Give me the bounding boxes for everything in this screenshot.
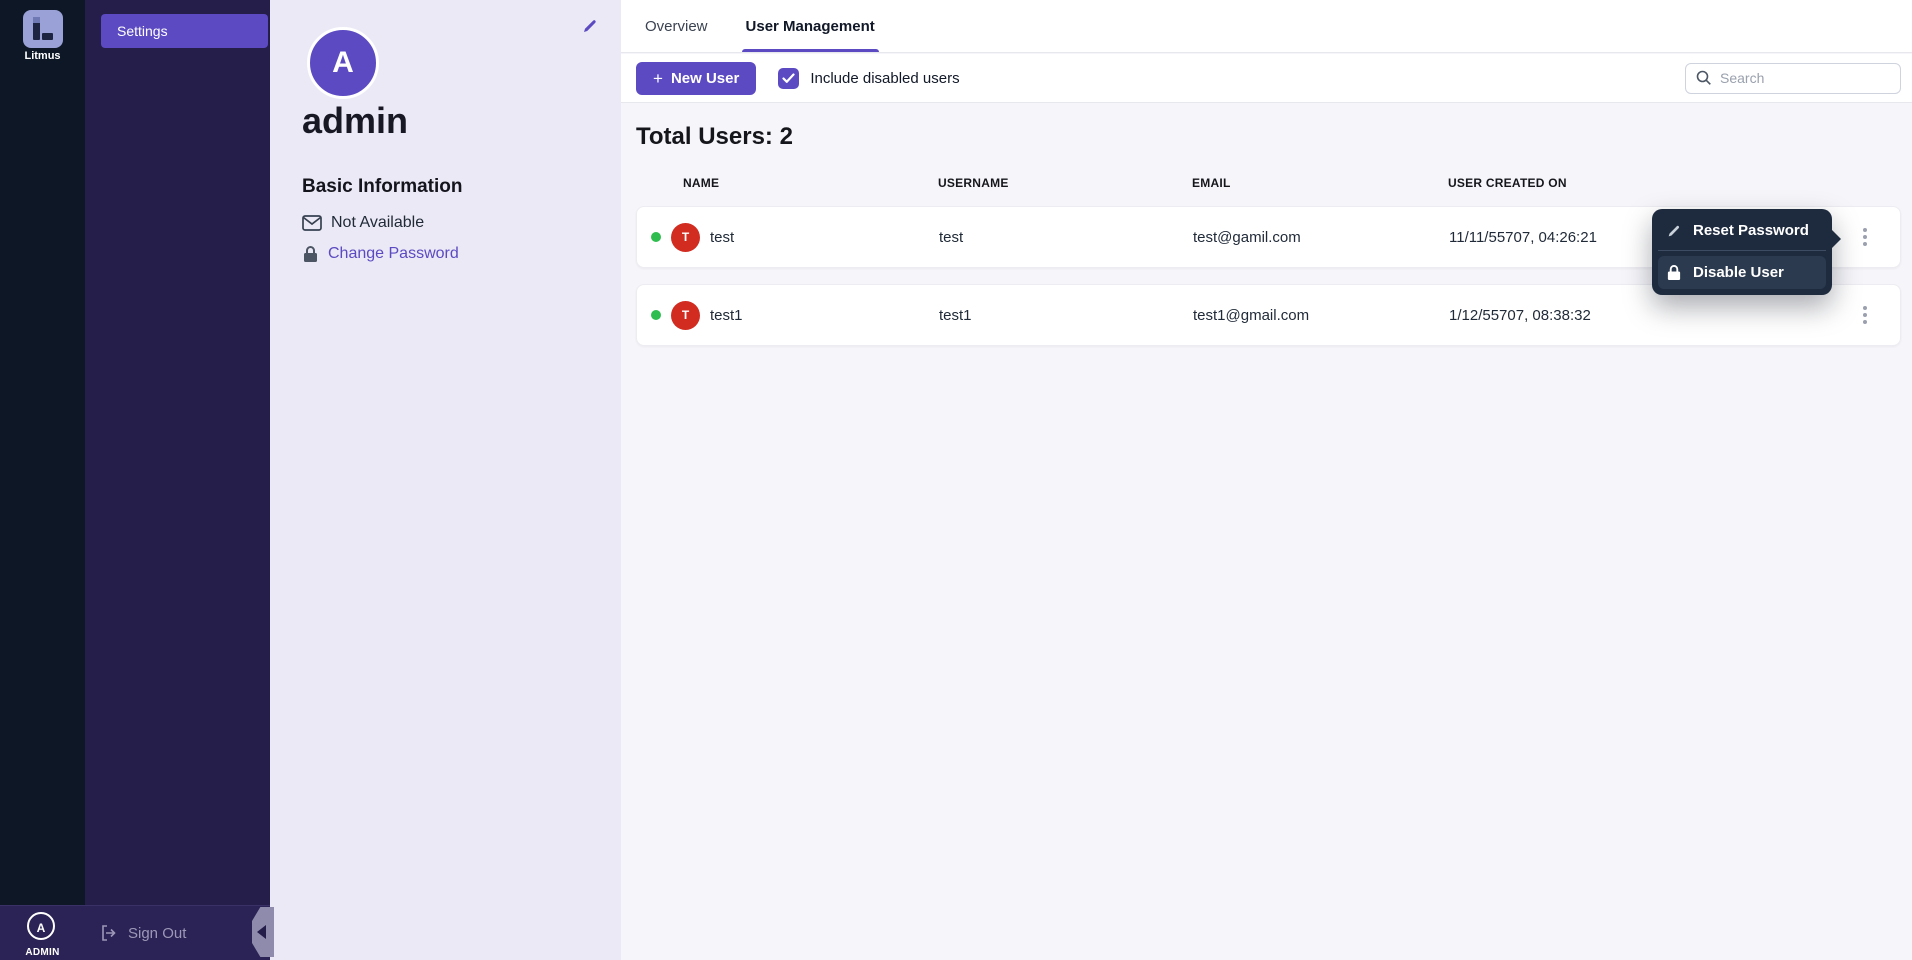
checkbox-checked-icon — [778, 67, 800, 89]
search-icon — [1696, 70, 1711, 85]
menu-item-disable-user[interactable]: Disable User — [1658, 256, 1826, 289]
search-box — [1685, 62, 1901, 94]
new-user-button[interactable]: + New User — [636, 61, 757, 95]
main-area: Overview User Management + New User Incl… — [621, 0, 1912, 960]
row-actions-kebab-icon[interactable] — [1852, 300, 1878, 330]
profile-avatar: A — [307, 27, 379, 99]
tab-overview[interactable]: Overview — [645, 17, 708, 35]
email-cell: test1@gmail.com — [1193, 306, 1310, 324]
user-name-cell: test1 — [710, 306, 743, 324]
plus-icon: + — [653, 68, 663, 88]
change-password-link[interactable]: Change Password — [302, 245, 459, 263]
menu-arrow — [1831, 229, 1841, 249]
user-avatar: T — [671, 222, 700, 252]
settings-sidebar: Settings — [85, 0, 270, 960]
total-users-heading: Total Users: 2 — [636, 123, 793, 150]
user-toolbar: + New User Include disabled users — [621, 54, 1912, 103]
profile-username: admin — [302, 100, 409, 141]
change-password-label: Change Password — [328, 245, 459, 262]
created-on-cell: 11/11/55707, 04:26:21 — [1449, 228, 1597, 246]
menu-item-reset-password[interactable]: Reset Password — [1652, 209, 1832, 250]
column-header-username: USERNAME — [938, 176, 1009, 190]
bottom-user-bar: A ADMIN Sign Out — [0, 905, 270, 960]
admin-role-label: ADMIN — [25, 947, 60, 958]
row-actions-menu: Reset Password Disable User — [1652, 209, 1841, 295]
status-active-dot — [651, 310, 661, 320]
column-header-email: EMAIL — [1192, 176, 1231, 190]
sign-out-icon — [102, 925, 116, 941]
email-value: Not Available — [331, 214, 425, 231]
created-on-cell: 1/12/55707, 08:38:32 — [1449, 306, 1591, 324]
basic-information-heading: Basic Information — [302, 176, 463, 197]
litmus-logo-icon[interactable] — [23, 10, 63, 48]
active-tab-underline — [741, 49, 879, 52]
admin-avatar[interactable]: A — [27, 912, 55, 940]
status-active-dot — [651, 232, 661, 242]
profile-panel: A admin Basic Information Not Available … — [270, 0, 621, 960]
user-name-cell: test — [710, 228, 735, 246]
mail-icon — [302, 215, 322, 231]
icon-rail: Litmus — [0, 0, 85, 960]
user-avatar: T — [671, 300, 700, 330]
email-info-row: Not Available — [302, 214, 424, 232]
email-cell: test@gamil.com — [1193, 228, 1301, 246]
tab-bar: Overview User Management — [621, 0, 1912, 53]
username-cell: test — [939, 228, 964, 246]
table-header-row: NAME USERNAME EMAIL USER CREATED ON — [636, 176, 1901, 190]
tab-user-management[interactable]: User Management — [741, 0, 879, 52]
lock-icon — [1667, 265, 1681, 281]
lock-icon — [304, 246, 317, 262]
sign-out-button[interactable]: Sign Out — [100, 906, 186, 960]
edit-profile-pencil-icon[interactable] — [581, 17, 599, 35]
column-header-name: NAME — [683, 176, 720, 190]
user-table-section: Total Users: 2 NAME USERNAME EMAIL USER … — [621, 103, 1912, 346]
column-header-created: USER CREATED ON — [1448, 176, 1567, 190]
sidebar-collapse-handle[interactable] — [252, 907, 274, 957]
new-user-label: New User — [670, 69, 740, 87]
search-input[interactable] — [1720, 70, 1880, 86]
menu-divider — [1658, 250, 1826, 251]
include-disabled-checkbox[interactable]: Include disabled users — [778, 67, 960, 89]
sidebar-item-settings[interactable]: Settings — [101, 14, 268, 48]
chevron-left-icon — [257, 925, 266, 939]
row-actions-kebab-icon[interactable] — [1852, 222, 1878, 252]
pencil-icon — [1668, 225, 1680, 236]
include-disabled-label: Include disabled users — [810, 69, 960, 87]
username-cell: test1 — [939, 306, 972, 324]
sign-out-label: Sign Out — [128, 924, 187, 942]
litmus-logo-label: Litmus — [24, 50, 61, 62]
